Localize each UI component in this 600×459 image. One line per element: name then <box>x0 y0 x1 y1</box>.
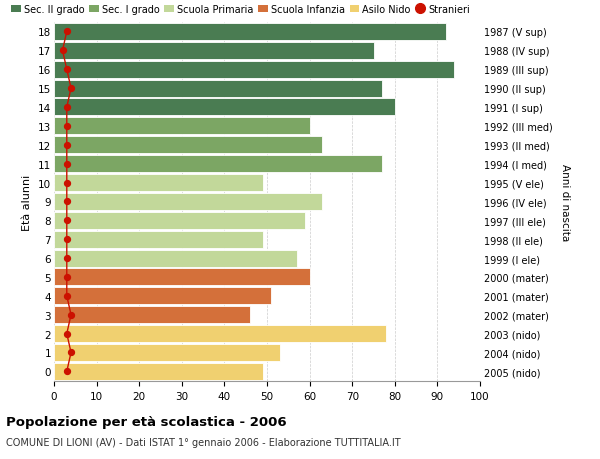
Point <box>62 330 71 337</box>
Bar <box>54 156 382 173</box>
Bar <box>54 363 263 380</box>
Bar <box>54 269 310 286</box>
Bar <box>54 288 271 305</box>
Bar <box>54 213 305 230</box>
Y-axis label: Anni di nascita: Anni di nascita <box>560 163 569 241</box>
Bar <box>54 99 395 116</box>
Text: Popolazione per età scolastica - 2006: Popolazione per età scolastica - 2006 <box>6 415 287 428</box>
Point <box>62 123 71 130</box>
Text: COMUNE DI LIONI (AV) - Dati ISTAT 1° gennaio 2006 - Elaborazione TUTTITALIA.IT: COMUNE DI LIONI (AV) - Dati ISTAT 1° gen… <box>6 437 401 447</box>
Bar <box>54 307 250 324</box>
Bar <box>54 62 454 78</box>
Bar <box>54 194 322 210</box>
Bar <box>54 250 297 267</box>
Point <box>66 349 76 356</box>
Bar <box>54 24 446 41</box>
Point <box>62 104 71 112</box>
Point <box>66 311 76 319</box>
Bar <box>54 174 263 191</box>
Point <box>62 368 71 375</box>
Bar <box>54 137 322 154</box>
Point <box>66 85 76 93</box>
Bar <box>54 43 373 60</box>
Bar <box>54 325 386 342</box>
Point <box>62 29 71 36</box>
Point <box>62 236 71 243</box>
Point <box>62 292 71 300</box>
Point <box>62 67 71 74</box>
Point <box>58 48 67 55</box>
Point <box>62 255 71 262</box>
Point <box>62 198 71 206</box>
Point <box>62 161 71 168</box>
Legend: Sec. II grado, Sec. I grado, Scuola Primaria, Scuola Infanzia, Asilo Nido, Stran: Sec. II grado, Sec. I grado, Scuola Prim… <box>11 5 470 15</box>
Bar <box>54 344 280 361</box>
Point <box>62 142 71 149</box>
Bar <box>54 231 263 248</box>
Bar <box>54 118 310 135</box>
Point <box>62 179 71 187</box>
Point <box>62 217 71 224</box>
Bar <box>54 80 382 97</box>
Point <box>62 274 71 281</box>
Y-axis label: Età alunni: Età alunni <box>22 174 32 230</box>
